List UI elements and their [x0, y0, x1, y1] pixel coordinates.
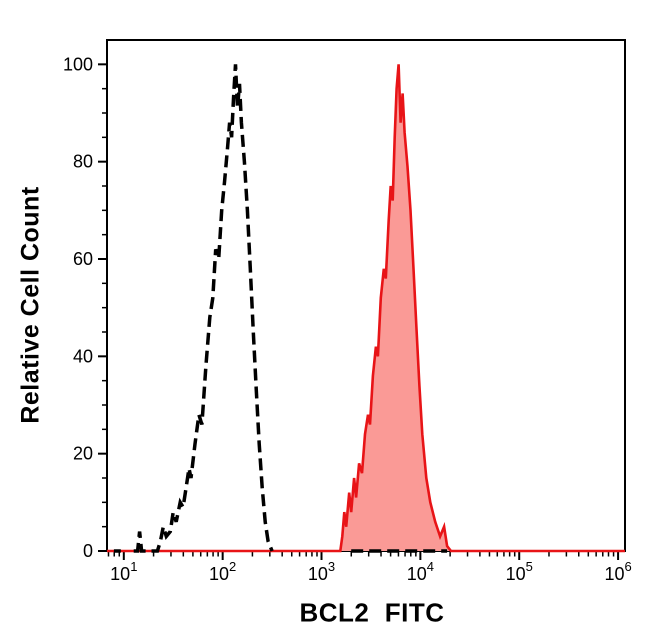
x-tick-label: 105	[506, 559, 533, 584]
red-filled-curve-line	[107, 64, 625, 553]
red-filled-curve-fill	[107, 64, 625, 552]
x-tick-label: 101	[110, 559, 137, 584]
y-tick-label: 0	[83, 541, 93, 561]
x-tick-label: 104	[407, 559, 434, 584]
y-axis-label: Relative Cell Count	[16, 186, 45, 424]
y-tick-label: 20	[73, 444, 93, 464]
y-tick-label: 100	[63, 54, 93, 74]
y-tick-label: 80	[73, 152, 93, 172]
black-dashed-curve-line	[151, 64, 274, 553]
x-tick-label: 106	[604, 559, 631, 584]
x-tick-label: 103	[308, 559, 335, 584]
x-axis-label: BCL2 FITC	[299, 597, 445, 628]
y-tick-label: 40	[73, 346, 93, 366]
y-tick-label: 60	[73, 249, 93, 269]
x-tick-label: 102	[209, 559, 236, 584]
black-dashed-curve-line	[133, 531, 146, 553]
